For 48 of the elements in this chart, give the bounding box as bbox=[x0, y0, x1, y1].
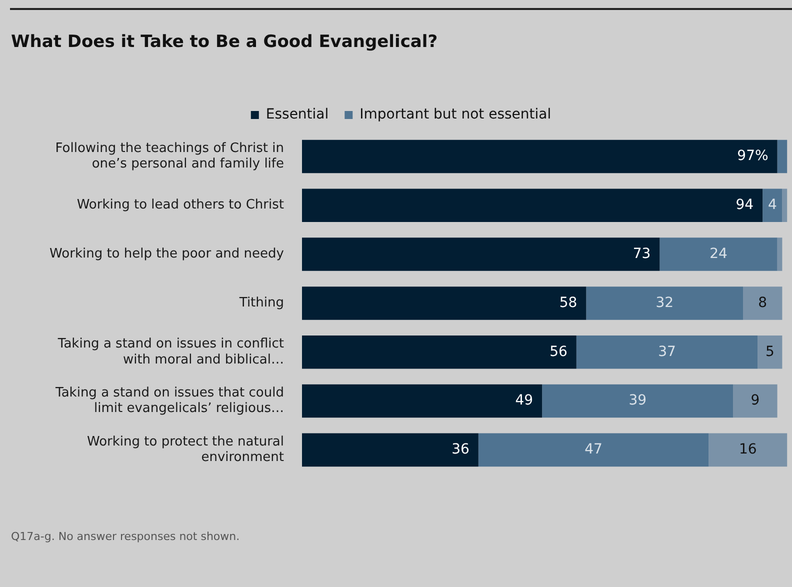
data-label: 4 bbox=[768, 197, 777, 214]
bar bbox=[576, 335, 758, 369]
legend-label: Important but not essential bbox=[360, 106, 552, 123]
y-tick-label: Following the teachings of Christ in one’s personal and family life bbox=[55, 141, 284, 172]
bar bbox=[777, 140, 788, 174]
bar bbox=[777, 238, 782, 271]
data-label: 47 bbox=[584, 442, 602, 458]
y-tick-label: Taking a stand on issues that could limit evangelicals’ religious… bbox=[54, 386, 284, 416]
data-label: 37 bbox=[658, 344, 676, 360]
bar bbox=[302, 384, 542, 418]
data-label: 9 bbox=[750, 392, 760, 409]
bar bbox=[302, 238, 660, 271]
bar bbox=[478, 433, 709, 467]
bar bbox=[782, 188, 788, 222]
data-label: 94 bbox=[736, 197, 754, 214]
chart-title: What Does it Take to Be a Good Evangelical? bbox=[11, 32, 438, 52]
y-tick-label: Working to lead others to Christ bbox=[76, 198, 284, 213]
bar bbox=[733, 384, 778, 418]
data-label: 5 bbox=[765, 344, 774, 360]
bar bbox=[542, 384, 734, 418]
y-tick-label: Working to protect the natural environment bbox=[86, 434, 284, 466]
y-tick-label: Working to help the poor and needy bbox=[50, 246, 284, 262]
y-tick-label: Taking a stand on issues in conflict with moral and biblical… bbox=[56, 336, 284, 368]
legend-label: Essential bbox=[266, 106, 329, 123]
bar bbox=[743, 286, 782, 320]
data-label: 24 bbox=[710, 246, 728, 262]
bar bbox=[302, 335, 576, 369]
y-tick-label: Tithing bbox=[238, 296, 284, 311]
bar bbox=[762, 188, 782, 222]
data-label: 32 bbox=[656, 294, 674, 311]
data-label: 49 bbox=[515, 392, 534, 409]
data-label: 8 bbox=[758, 294, 768, 311]
bar bbox=[302, 286, 586, 320]
bar bbox=[302, 433, 478, 467]
bar bbox=[586, 286, 743, 320]
data-label: 39 bbox=[628, 392, 647, 409]
data-label: 97% bbox=[737, 148, 768, 164]
bar bbox=[302, 140, 778, 174]
bar bbox=[758, 335, 782, 369]
bar bbox=[302, 188, 763, 222]
data-label: 73 bbox=[632, 246, 651, 262]
bar bbox=[708, 433, 788, 467]
data-label: 16 bbox=[738, 442, 757, 458]
text: Q17a-g. No answer responses not shown. bbox=[11, 530, 240, 543]
data-label: 36 bbox=[452, 442, 470, 458]
data-label: 56 bbox=[550, 344, 568, 360]
bar bbox=[660, 238, 778, 271]
data-label: 58 bbox=[559, 294, 578, 311]
